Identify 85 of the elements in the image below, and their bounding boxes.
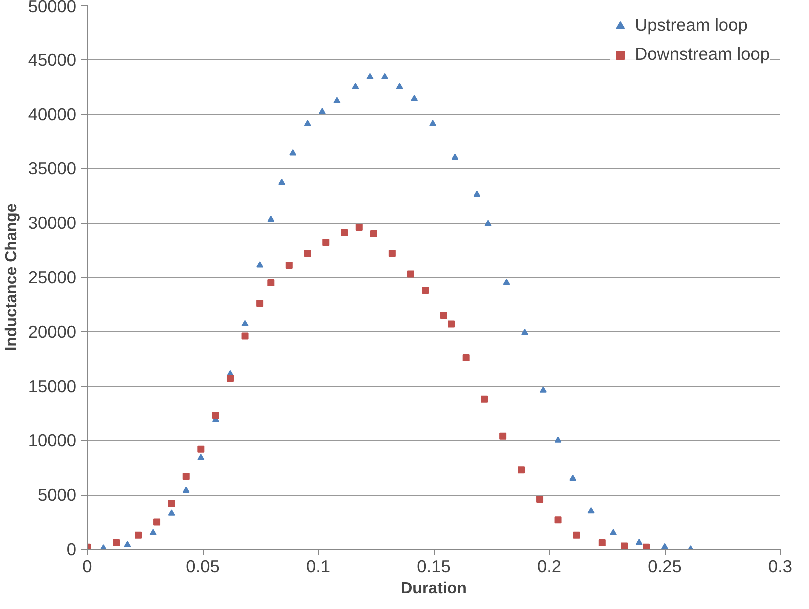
point	[242, 332, 249, 340]
point	[598, 539, 606, 546]
legend-label: Downstream loop	[635, 44, 770, 65]
point	[621, 542, 628, 550]
point	[388, 250, 396, 258]
x-tick-label: 0.3	[768, 556, 793, 576]
point	[268, 279, 275, 286]
point	[462, 354, 470, 362]
y-tick-label: 40000	[28, 104, 76, 124]
point	[256, 262, 264, 268]
point	[662, 543, 668, 550]
point	[570, 474, 577, 482]
point	[242, 320, 249, 327]
point	[198, 454, 205, 460]
point	[150, 529, 157, 536]
y-tick-label: 25000	[28, 268, 76, 288]
point	[286, 262, 293, 270]
x-tick-label: 0.2	[537, 556, 562, 576]
point	[168, 500, 176, 508]
x-tick-label: 0.05	[186, 556, 220, 576]
point	[643, 544, 650, 550]
point	[382, 73, 389, 80]
point	[484, 220, 492, 226]
point	[113, 539, 120, 546]
point	[341, 229, 348, 236]
point	[518, 466, 526, 474]
point	[356, 224, 363, 231]
point	[318, 108, 326, 114]
x-tick-label: 0	[82, 556, 92, 576]
point	[448, 320, 456, 328]
point	[481, 396, 488, 403]
point	[573, 532, 580, 539]
point	[182, 473, 190, 480]
point	[278, 178, 286, 186]
point	[396, 83, 404, 90]
point	[182, 486, 190, 493]
x-tick-label: 0.15	[417, 556, 451, 576]
x-tick-label: 0.25	[648, 556, 682, 576]
y-tick-label: 20000	[28, 322, 76, 342]
point	[256, 300, 264, 308]
point	[474, 190, 481, 198]
point	[212, 412, 220, 420]
point	[610, 529, 617, 536]
point	[226, 375, 234, 382]
point	[290, 150, 297, 156]
point	[636, 539, 643, 546]
point	[154, 518, 161, 526]
point	[366, 73, 374, 80]
point	[407, 270, 414, 278]
y-axis-title: Inductance Change	[3, 204, 20, 352]
point	[536, 496, 544, 503]
point	[554, 516, 562, 524]
point	[124, 541, 132, 548]
legend-label: Upstream loop	[635, 15, 748, 36]
point	[334, 97, 341, 104]
point	[522, 329, 529, 336]
point	[500, 432, 507, 440]
point	[554, 436, 562, 443]
point	[588, 507, 595, 514]
y-tick-label: 0	[66, 540, 77, 560]
point	[268, 216, 275, 222]
point	[370, 230, 378, 238]
point	[304, 250, 312, 258]
point	[440, 312, 448, 320]
point	[352, 83, 360, 90]
point	[430, 120, 437, 126]
y-tick-label: 10000	[28, 430, 76, 451]
x-axis-title: Duration	[401, 580, 467, 598]
y-tick-label: 50000	[28, 0, 76, 16]
x-tick-label: 0.1	[306, 556, 331, 576]
point	[540, 386, 547, 393]
y-tick-label: 30000	[28, 213, 76, 234]
point	[452, 154, 459, 160]
point	[198, 446, 205, 453]
point	[503, 278, 510, 286]
point	[411, 95, 418, 102]
point	[135, 532, 142, 539]
y-tick-label: 15000	[28, 376, 76, 396]
point	[168, 510, 176, 516]
y-tick-label: 5000	[38, 485, 77, 506]
point	[422, 287, 430, 294]
point	[322, 239, 330, 246]
point	[304, 120, 312, 126]
y-tick-label: 35000	[28, 158, 76, 179]
y-tick-label: 45000	[28, 50, 76, 70]
